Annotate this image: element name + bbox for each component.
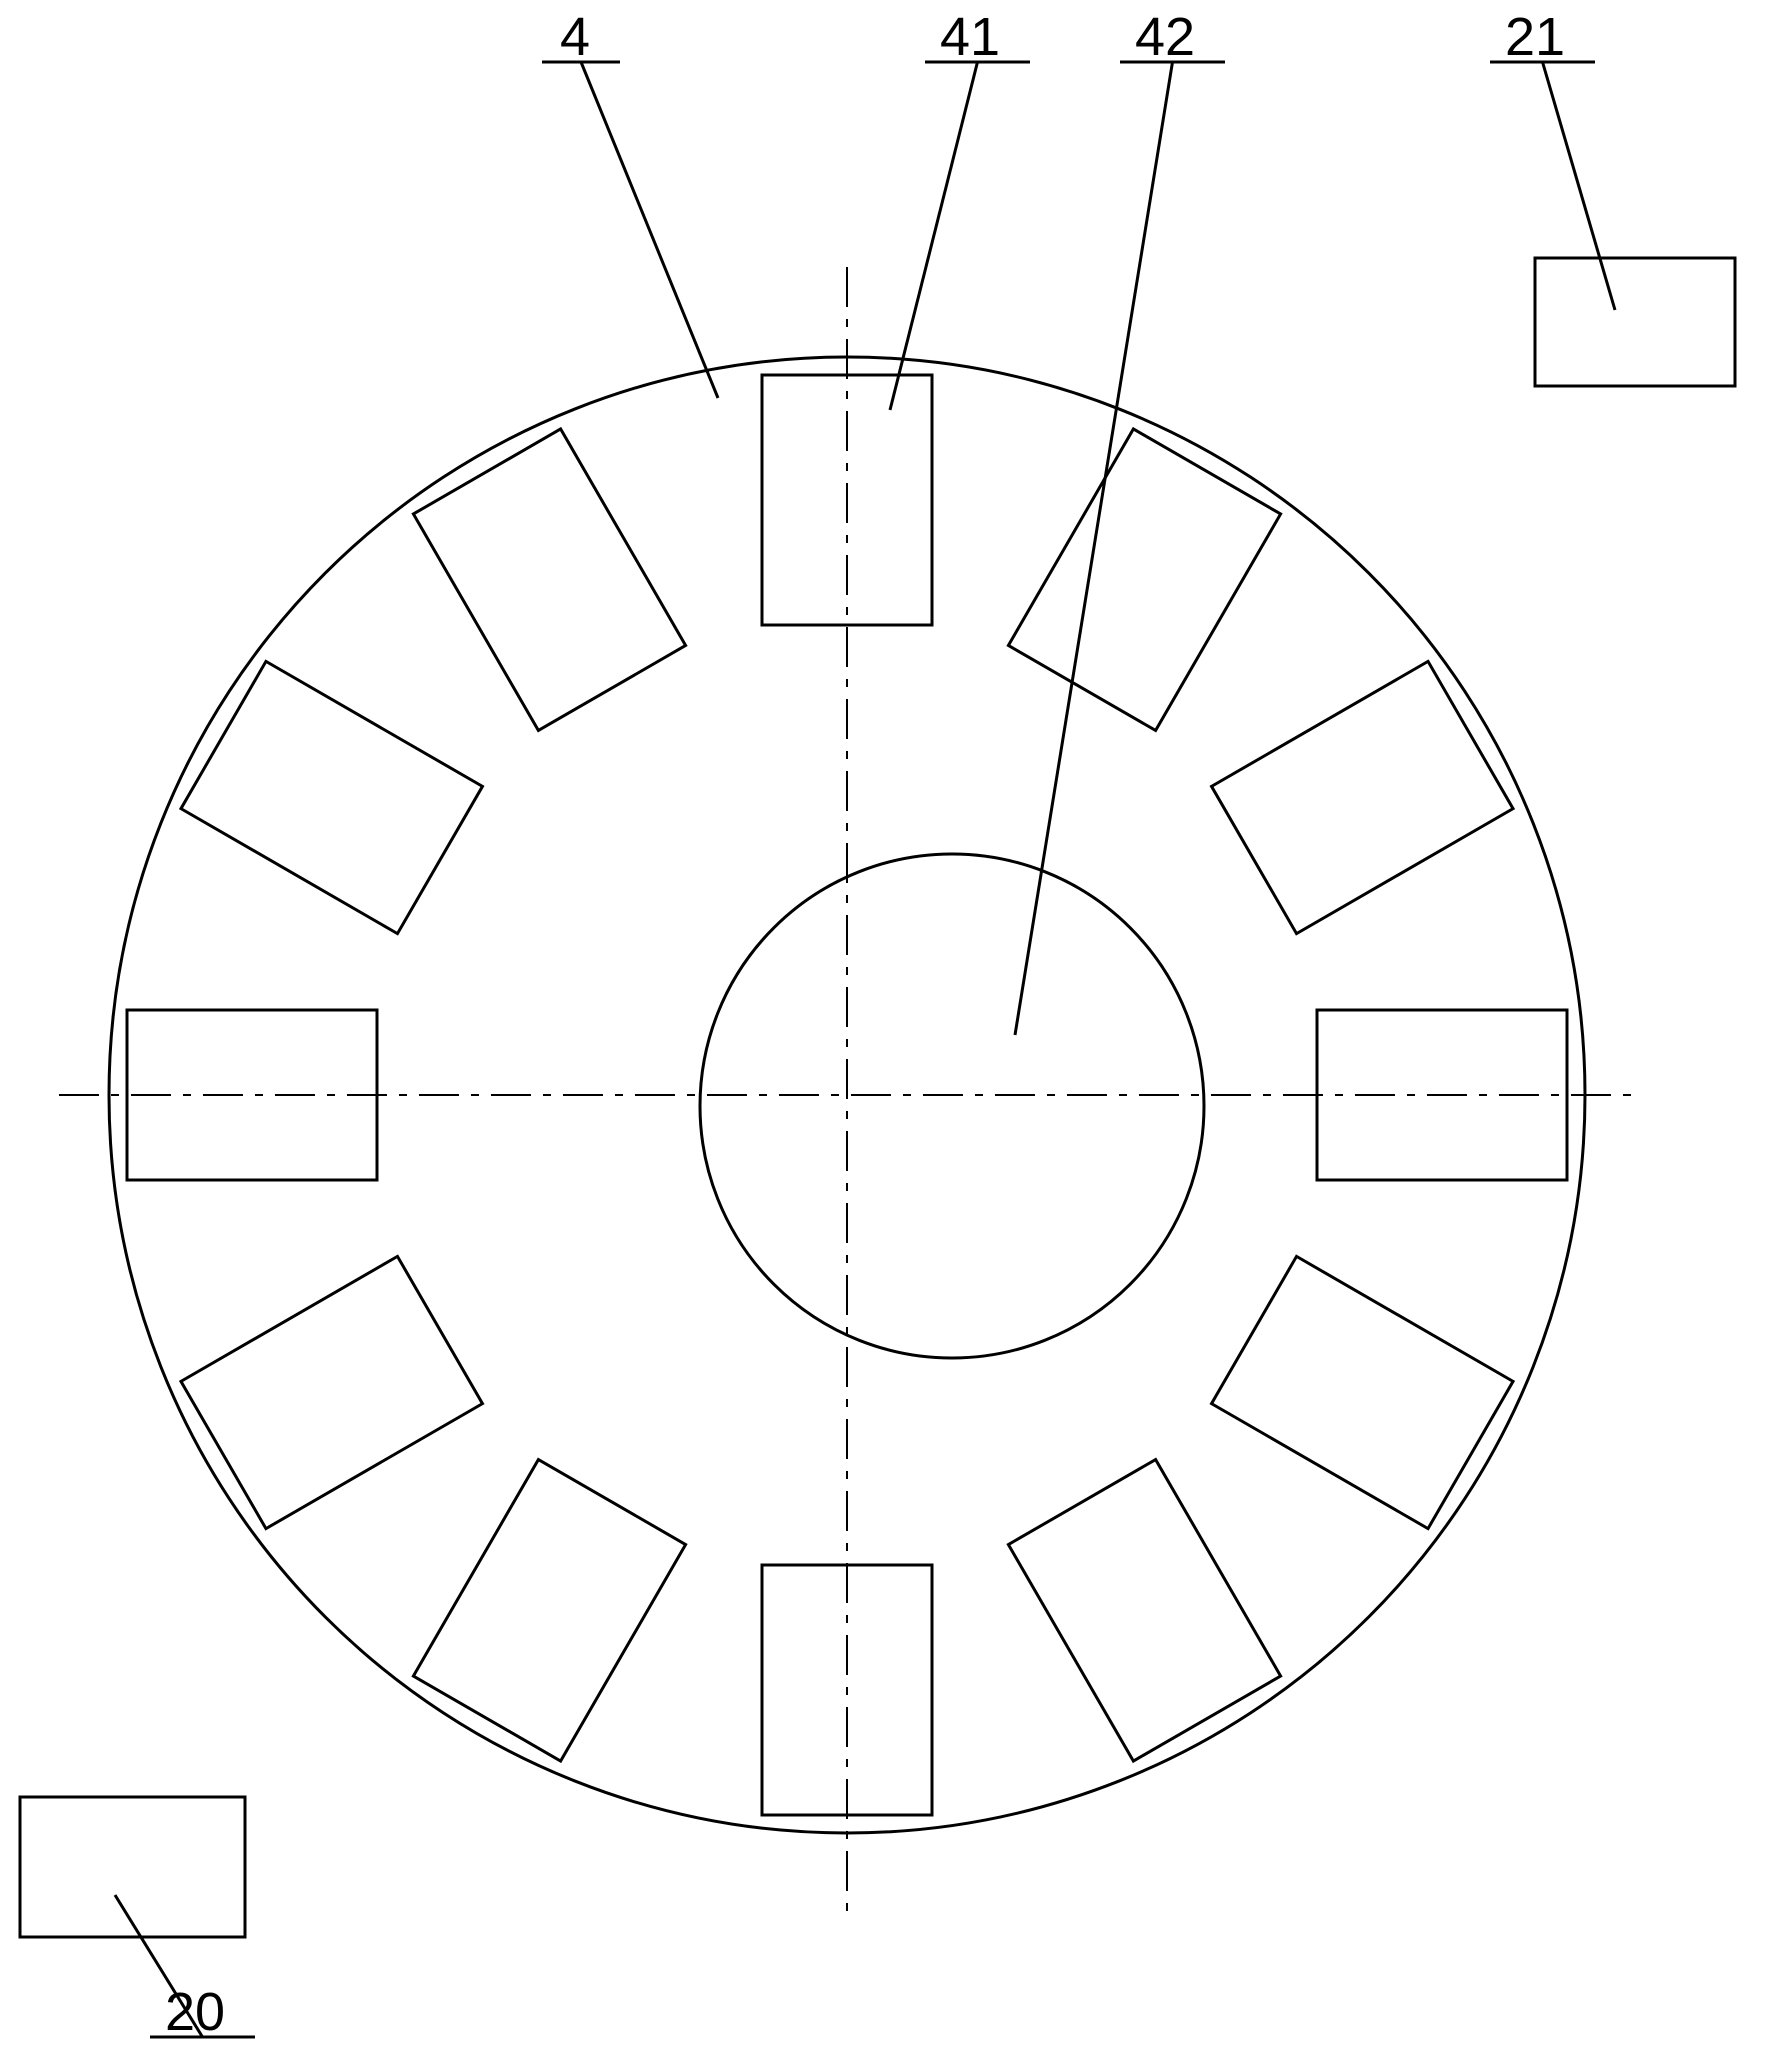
label-4-leader xyxy=(581,62,718,398)
box-21 xyxy=(1535,258,1735,386)
label-20-leader xyxy=(115,1895,203,2037)
slot-rect xyxy=(1008,429,1280,731)
slot-rect xyxy=(1008,1460,1280,1762)
label-42-leader xyxy=(1015,62,1173,1035)
slot-rect xyxy=(181,1256,483,1528)
label-21-text: 21 xyxy=(1505,7,1565,67)
label-21-leader xyxy=(1543,62,1616,310)
slot-rect xyxy=(1212,1256,1514,1528)
label-4-text: 4 xyxy=(560,7,590,67)
label-42-text: 42 xyxy=(1135,7,1195,67)
label-41-leader xyxy=(890,62,978,410)
inner-circle xyxy=(700,854,1204,1358)
label-41-text: 41 xyxy=(940,7,1000,67)
slot-rect xyxy=(181,661,483,933)
box-20 xyxy=(20,1797,245,1937)
slot-rect xyxy=(1212,661,1514,933)
slot-rect xyxy=(413,429,685,731)
slot-rect xyxy=(413,1460,685,1762)
